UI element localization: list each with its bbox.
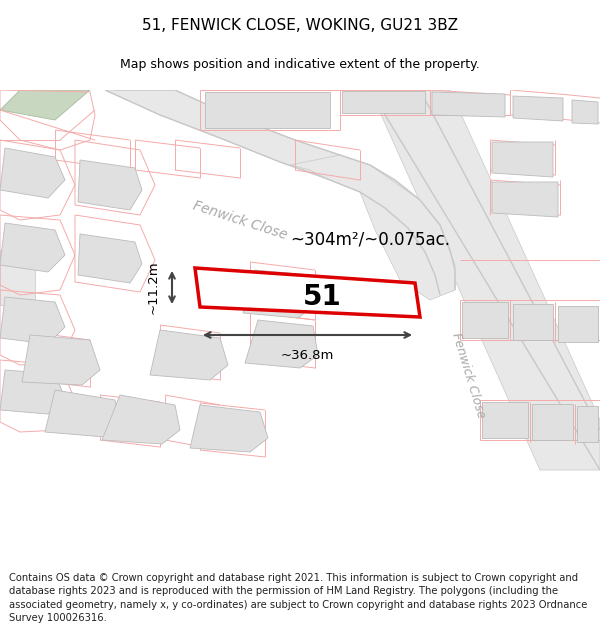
Text: 51, FENWICK CLOSE, WOKING, GU21 3BZ: 51, FENWICK CLOSE, WOKING, GU21 3BZ xyxy=(142,18,458,32)
Polygon shape xyxy=(513,96,563,121)
Polygon shape xyxy=(558,306,598,342)
Polygon shape xyxy=(577,406,598,442)
Polygon shape xyxy=(532,404,573,440)
Text: Fenwick Close: Fenwick Close xyxy=(191,198,289,242)
Text: Map shows position and indicative extent of the property.: Map shows position and indicative extent… xyxy=(120,58,480,71)
Polygon shape xyxy=(290,155,455,300)
Polygon shape xyxy=(245,320,318,368)
Polygon shape xyxy=(572,100,598,124)
Polygon shape xyxy=(205,92,330,128)
Polygon shape xyxy=(342,91,425,113)
Text: ~304m²/~0.075ac.: ~304m²/~0.075ac. xyxy=(290,230,450,248)
Polygon shape xyxy=(482,402,528,438)
Polygon shape xyxy=(78,234,142,283)
Polygon shape xyxy=(492,182,558,217)
Polygon shape xyxy=(78,160,142,210)
Polygon shape xyxy=(102,395,180,444)
Polygon shape xyxy=(195,268,420,317)
Polygon shape xyxy=(22,335,100,385)
Polygon shape xyxy=(492,142,553,177)
Text: Fenwick Close: Fenwick Close xyxy=(449,331,487,419)
Polygon shape xyxy=(0,297,65,344)
Polygon shape xyxy=(0,250,35,305)
Polygon shape xyxy=(0,148,65,198)
Text: 51: 51 xyxy=(303,282,342,311)
Polygon shape xyxy=(243,270,315,318)
Polygon shape xyxy=(462,302,508,338)
Polygon shape xyxy=(432,92,505,117)
Text: ~11.2m: ~11.2m xyxy=(147,261,160,314)
Polygon shape xyxy=(45,390,120,437)
Polygon shape xyxy=(105,90,455,295)
Polygon shape xyxy=(513,304,553,340)
Polygon shape xyxy=(0,90,90,120)
Polygon shape xyxy=(0,223,65,272)
Polygon shape xyxy=(150,330,228,380)
Text: Contains OS data © Crown copyright and database right 2021. This information is : Contains OS data © Crown copyright and d… xyxy=(9,573,587,622)
Polygon shape xyxy=(190,405,268,452)
Text: ~36.8m: ~36.8m xyxy=(281,349,334,362)
Polygon shape xyxy=(0,370,65,414)
Polygon shape xyxy=(370,90,600,470)
